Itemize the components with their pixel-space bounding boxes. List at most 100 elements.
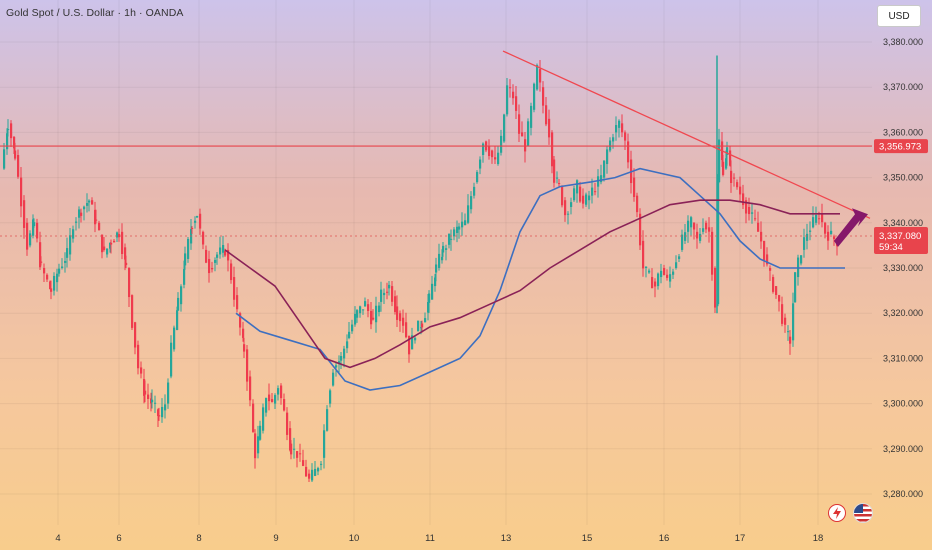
candle (375, 296, 378, 333)
price-axis: 3,380.000 3,370.000 3,360.000 3,350.000 3,34… (874, 37, 928, 499)
candle (757, 211, 760, 232)
candle (144, 380, 147, 403)
candle-body (636, 195, 639, 213)
candle (106, 248, 109, 258)
candle (280, 383, 283, 405)
candle-body (359, 306, 362, 314)
date-tick-label: 18 (813, 533, 824, 544)
candle-body (509, 87, 512, 89)
us-flag-icon[interactable] (853, 503, 873, 523)
candle-body (118, 234, 121, 238)
candle-body (289, 428, 292, 451)
candle-body (824, 222, 827, 234)
candle (157, 408, 160, 428)
candle (396, 295, 399, 327)
candle (435, 257, 438, 282)
candle-body (13, 136, 16, 149)
candle-body (343, 348, 346, 359)
candle-body (177, 297, 180, 311)
candle-body (573, 188, 576, 201)
candle-body (408, 335, 411, 355)
candle-body (663, 268, 666, 275)
candle (257, 425, 260, 459)
candle (794, 271, 797, 303)
candle (83, 205, 86, 221)
candle-body (648, 270, 651, 273)
date-tick-label: 10 (349, 533, 360, 544)
candle (236, 287, 239, 313)
candle (140, 361, 143, 379)
candle (323, 424, 326, 469)
candle (243, 337, 246, 358)
candle-body (46, 274, 49, 280)
candle-body (187, 238, 190, 259)
candle-body (642, 240, 645, 269)
candle-body (591, 187, 594, 196)
candle (582, 188, 585, 209)
candle-body (128, 268, 131, 298)
candle-body (476, 172, 479, 183)
candle-body (434, 277, 437, 287)
candle (506, 77, 509, 117)
candle-body (33, 222, 36, 227)
candle (7, 119, 10, 137)
currency-button[interactable]: USD (877, 5, 921, 27)
candle (797, 254, 800, 286)
candle (781, 296, 784, 327)
candle-body (388, 284, 391, 289)
candle-body (116, 232, 119, 238)
candle (173, 325, 176, 352)
candle (308, 469, 311, 483)
lightning-icon[interactable] (828, 504, 846, 522)
candle-body (320, 463, 323, 465)
date-tick-label: 9 (273, 533, 278, 544)
candle (386, 282, 389, 300)
candle (53, 272, 56, 296)
candle (29, 230, 32, 248)
candle (553, 156, 556, 188)
candle (696, 223, 699, 249)
candle-body (745, 200, 748, 214)
candle (453, 227, 456, 241)
candle-body (399, 313, 402, 322)
candle (154, 395, 157, 413)
candle-body (154, 402, 157, 404)
candle-body (506, 85, 509, 115)
candle-body (271, 399, 274, 403)
candle (274, 393, 277, 410)
candle (636, 192, 639, 218)
candle-body (718, 139, 721, 183)
candle (784, 313, 787, 333)
candle-body (323, 430, 326, 458)
candle-body (789, 336, 792, 344)
candle-body (775, 286, 778, 295)
candle-body (675, 262, 678, 268)
candle (663, 264, 666, 276)
candle-body (482, 143, 485, 155)
candle (705, 220, 708, 234)
candle (497, 145, 500, 166)
candle (751, 202, 754, 224)
candle (434, 273, 437, 292)
candle (254, 429, 257, 469)
ma-slow-line (224, 199, 840, 369)
candle (830, 221, 833, 235)
candle (362, 309, 365, 315)
candle-body (456, 226, 459, 233)
candle-body (402, 317, 405, 326)
candle-body (612, 137, 615, 142)
candle-body (448, 233, 451, 245)
candle (118, 228, 121, 242)
candle (39, 231, 42, 270)
candle (556, 171, 559, 184)
candle (772, 274, 775, 294)
date-tick-label: 15 (582, 533, 593, 544)
candle (95, 209, 98, 224)
symbol-title: Gold Spot / U.S. Dollar · 1h · OANDA (6, 7, 184, 19)
candle-body (503, 114, 506, 142)
candle-body (194, 220, 197, 223)
candle (242, 321, 245, 342)
candle (94, 201, 97, 233)
